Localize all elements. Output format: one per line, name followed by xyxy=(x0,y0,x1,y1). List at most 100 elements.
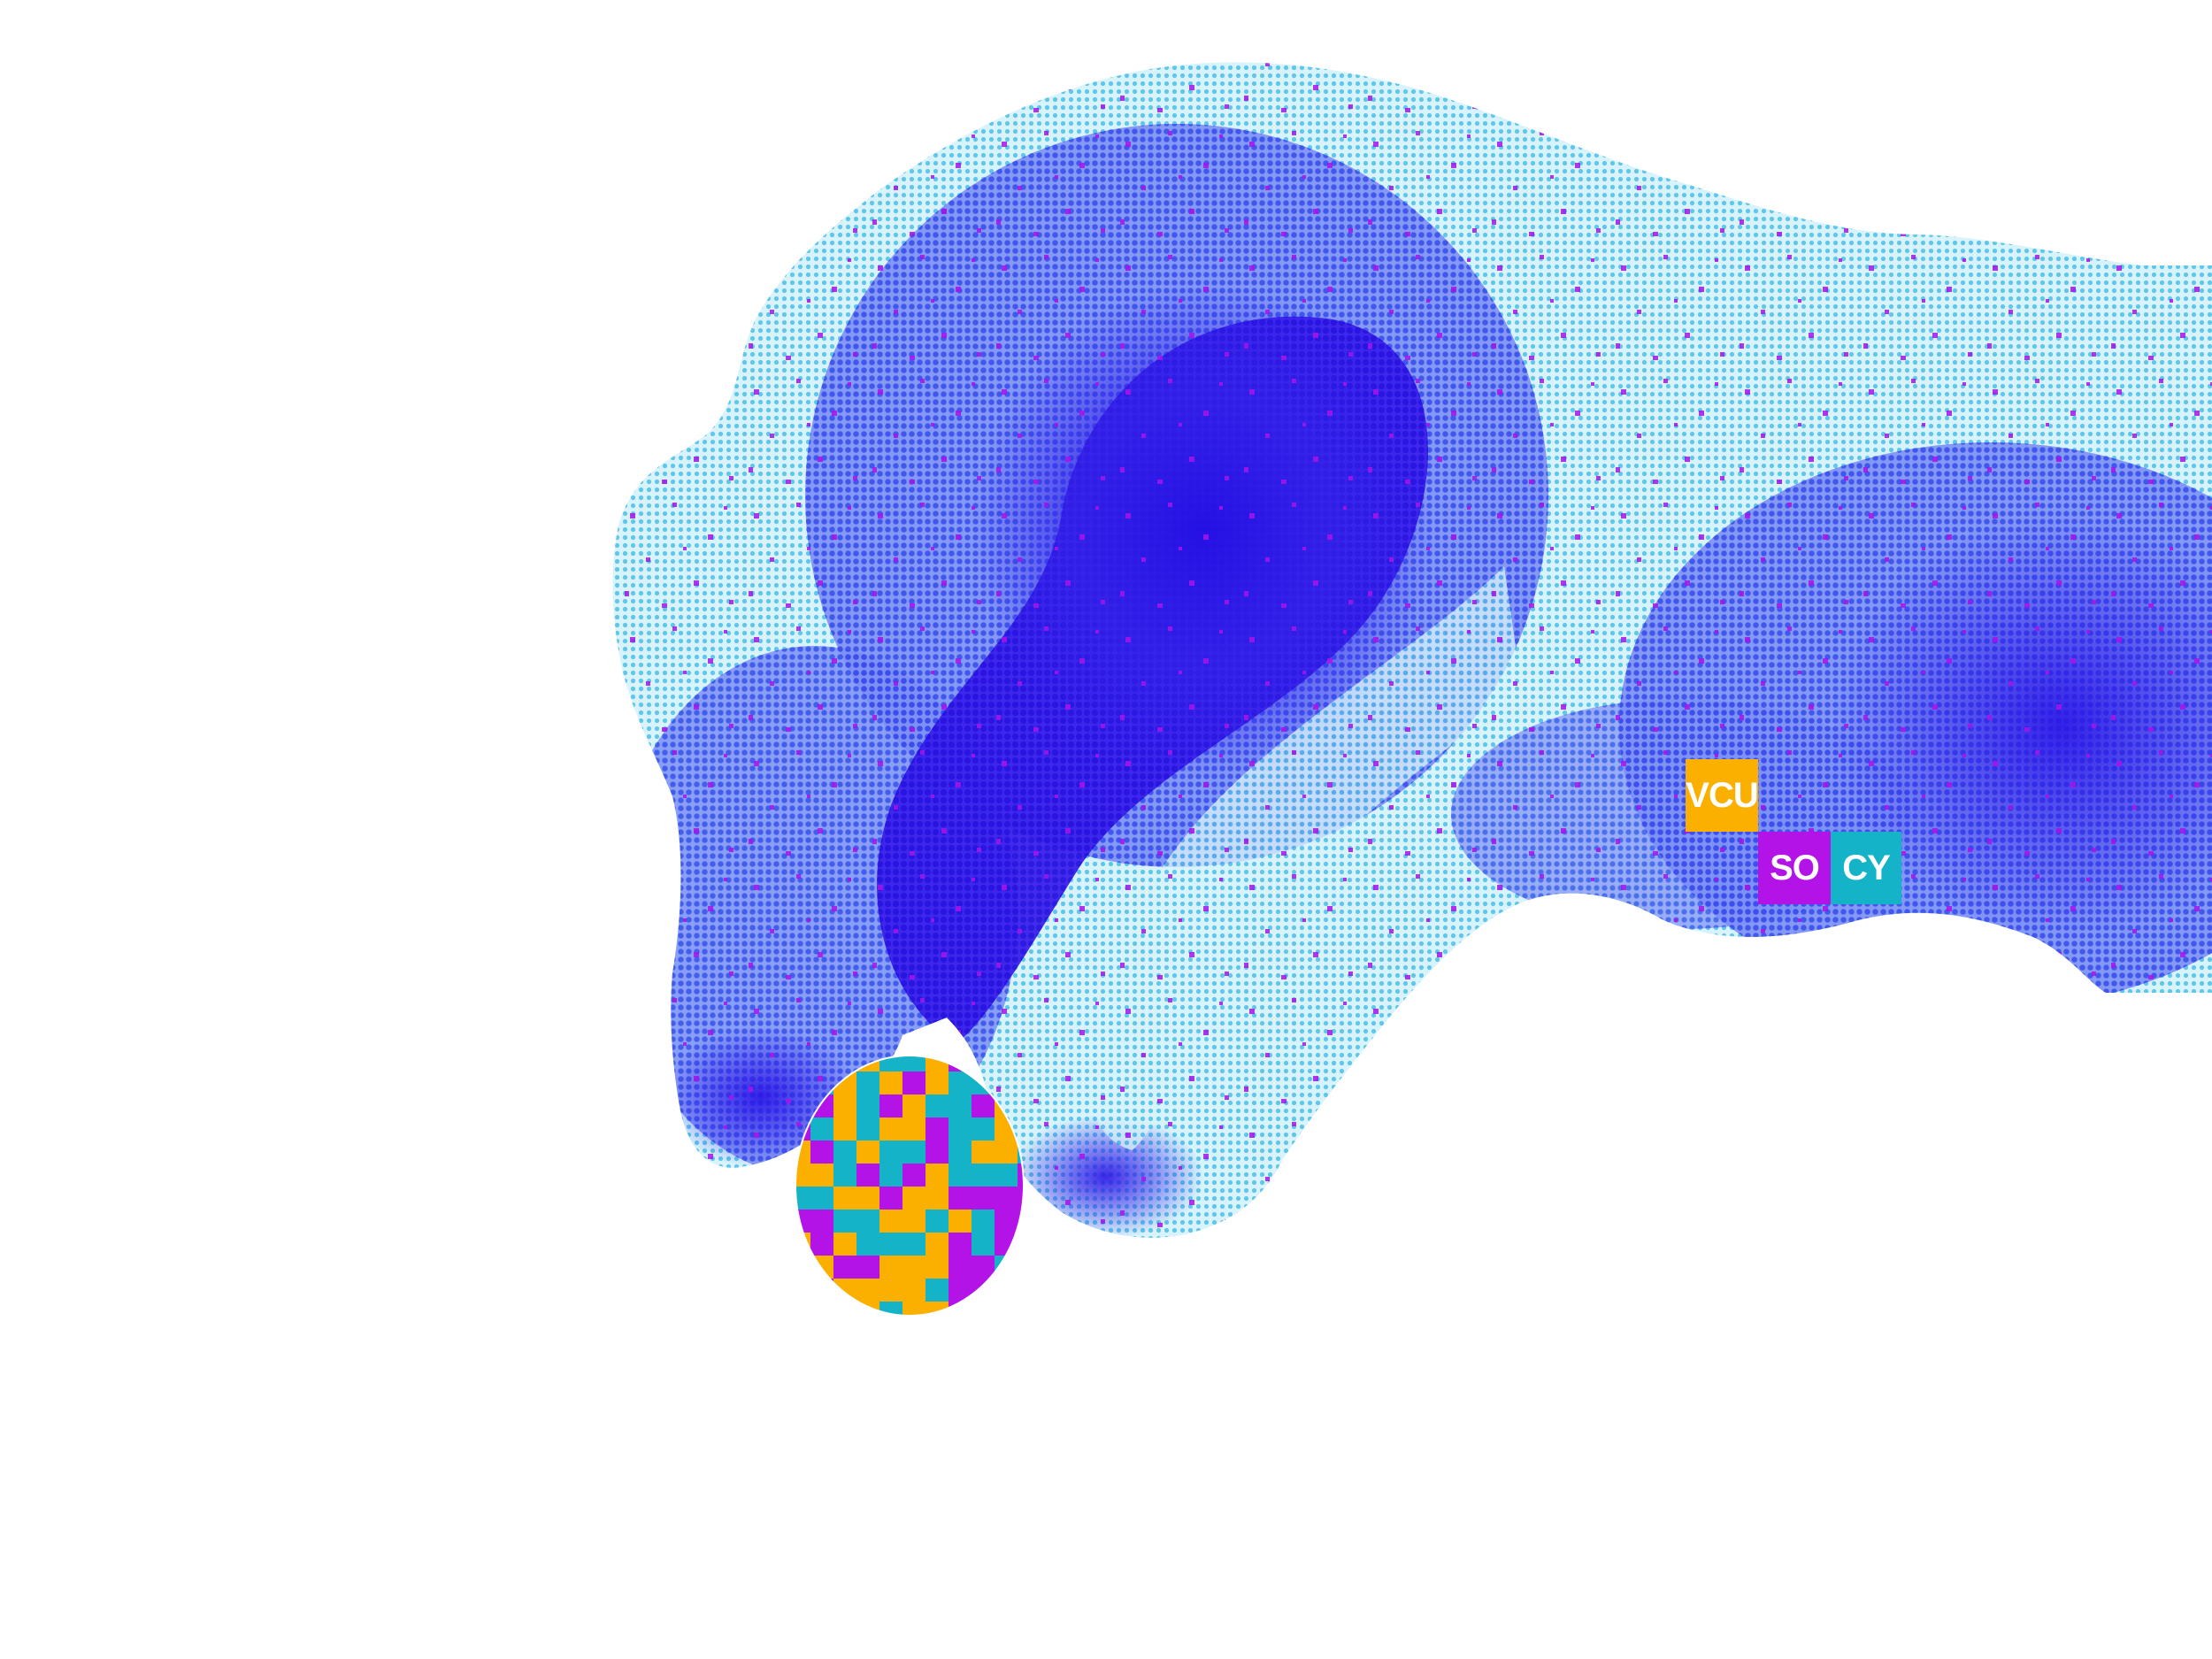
coin-tile xyxy=(833,1118,857,1141)
coin-tile xyxy=(856,1187,880,1210)
coin-tile xyxy=(926,1325,949,1348)
coin-tile xyxy=(879,1094,903,1118)
vcu-socy-logo: VCU SO CY xyxy=(1686,759,1901,904)
coin-tile xyxy=(879,1256,903,1279)
coin-tile xyxy=(796,1279,811,1302)
coin-tile xyxy=(856,1164,880,1187)
coin-tile xyxy=(1018,1325,1041,1348)
coin-tile xyxy=(833,1094,857,1118)
coin-tile xyxy=(926,1118,949,1141)
coin-tile xyxy=(1018,1256,1023,1279)
coin-tile xyxy=(879,1187,903,1210)
coin-tile xyxy=(856,1325,880,1348)
coin-tile xyxy=(972,1233,995,1256)
coin-tile xyxy=(949,1141,972,1164)
coin-tile xyxy=(902,1325,926,1348)
coin-tile xyxy=(1018,1187,1023,1210)
coin-tile xyxy=(972,1279,995,1302)
coin-tile xyxy=(995,1325,1018,1348)
coin-tile xyxy=(926,1233,949,1256)
coin-tile xyxy=(995,1164,1018,1187)
coin-tile xyxy=(1018,1302,1023,1315)
coin-tile xyxy=(995,1141,1018,1164)
coin-tile xyxy=(902,1302,926,1315)
coin-tile xyxy=(796,1302,811,1315)
coin-tile xyxy=(995,1187,1018,1210)
coin-tile xyxy=(926,1210,949,1233)
coin-tile xyxy=(856,1256,880,1279)
coin-tile xyxy=(856,1302,880,1315)
logo-vcu-text: VCU xyxy=(1686,776,1757,815)
coin-tile xyxy=(972,1187,995,1210)
coin-tile xyxy=(902,1256,926,1279)
coin-tile xyxy=(902,1279,926,1302)
coin-tile xyxy=(879,1118,903,1141)
coin-tile xyxy=(995,1302,1018,1315)
coin-tile xyxy=(833,1164,857,1187)
coin-tile xyxy=(810,1302,834,1315)
coin-tile xyxy=(949,1164,972,1187)
coin-tile xyxy=(810,1187,834,1210)
coin-tile xyxy=(810,1279,834,1302)
coin-tile xyxy=(995,1210,1018,1233)
coin-tile xyxy=(926,1256,949,1279)
logo-vcu-block xyxy=(1686,759,1758,832)
coin-tile xyxy=(972,1118,995,1141)
coin-tile xyxy=(856,1071,880,1095)
coin-tile xyxy=(833,1210,857,1233)
coin-tile xyxy=(949,1302,972,1315)
coin-tile xyxy=(879,1164,903,1187)
coin-tile xyxy=(796,1256,811,1279)
coin-tile xyxy=(1018,1233,1023,1256)
coin-tile xyxy=(787,1325,811,1348)
coin-tile xyxy=(1018,1164,1023,1187)
coin-tile xyxy=(972,1164,995,1187)
coin-tile xyxy=(949,1279,972,1302)
coin-tile xyxy=(810,1164,834,1187)
coin-tile xyxy=(972,1141,995,1164)
logo-cy-text: CY xyxy=(1842,849,1891,887)
coin-tile xyxy=(833,1233,857,1256)
coin-tile xyxy=(856,1141,880,1164)
coin-tile xyxy=(972,1094,995,1118)
coin-tile xyxy=(949,1233,972,1256)
coin-tile xyxy=(949,1118,972,1141)
coin-tile xyxy=(833,1141,857,1164)
coin-tile xyxy=(972,1325,995,1348)
coin-tile xyxy=(879,1210,903,1233)
coin-tile xyxy=(995,1279,1018,1302)
coin-tile xyxy=(810,1256,834,1279)
coin-tile xyxy=(833,1187,857,1210)
coin-tile xyxy=(926,1141,949,1164)
coin-tile xyxy=(810,1210,834,1233)
coin-tile xyxy=(926,1094,949,1118)
coin-tile xyxy=(879,1056,903,1072)
coin-tile xyxy=(796,1164,811,1187)
coin-tile xyxy=(879,1302,903,1315)
coin-tile xyxy=(949,1071,972,1095)
coin-tile xyxy=(810,1141,834,1164)
coin-tile xyxy=(949,1187,972,1210)
coin-tile xyxy=(879,1071,903,1095)
coin-tile xyxy=(833,1325,857,1348)
coin-tile xyxy=(926,1187,949,1210)
logo-cy-block xyxy=(1831,832,1901,904)
coin-tile xyxy=(926,1164,949,1187)
coin-tile xyxy=(856,1233,880,1256)
coin-tile xyxy=(926,1071,949,1095)
coin-tile xyxy=(949,1325,972,1348)
coin-tile xyxy=(879,1279,903,1302)
coin-tile xyxy=(972,1210,995,1233)
coin-tile xyxy=(949,1256,972,1279)
coin-tile xyxy=(949,1210,972,1233)
coin-tile xyxy=(902,1094,926,1118)
coin-tile xyxy=(796,1187,811,1210)
coin-tile xyxy=(856,1210,880,1233)
coin-tile xyxy=(879,1233,903,1256)
coin-tile xyxy=(856,1279,880,1302)
coin-tile xyxy=(902,1164,926,1187)
coin-tile xyxy=(833,1302,857,1315)
coin-tile xyxy=(856,1118,880,1141)
